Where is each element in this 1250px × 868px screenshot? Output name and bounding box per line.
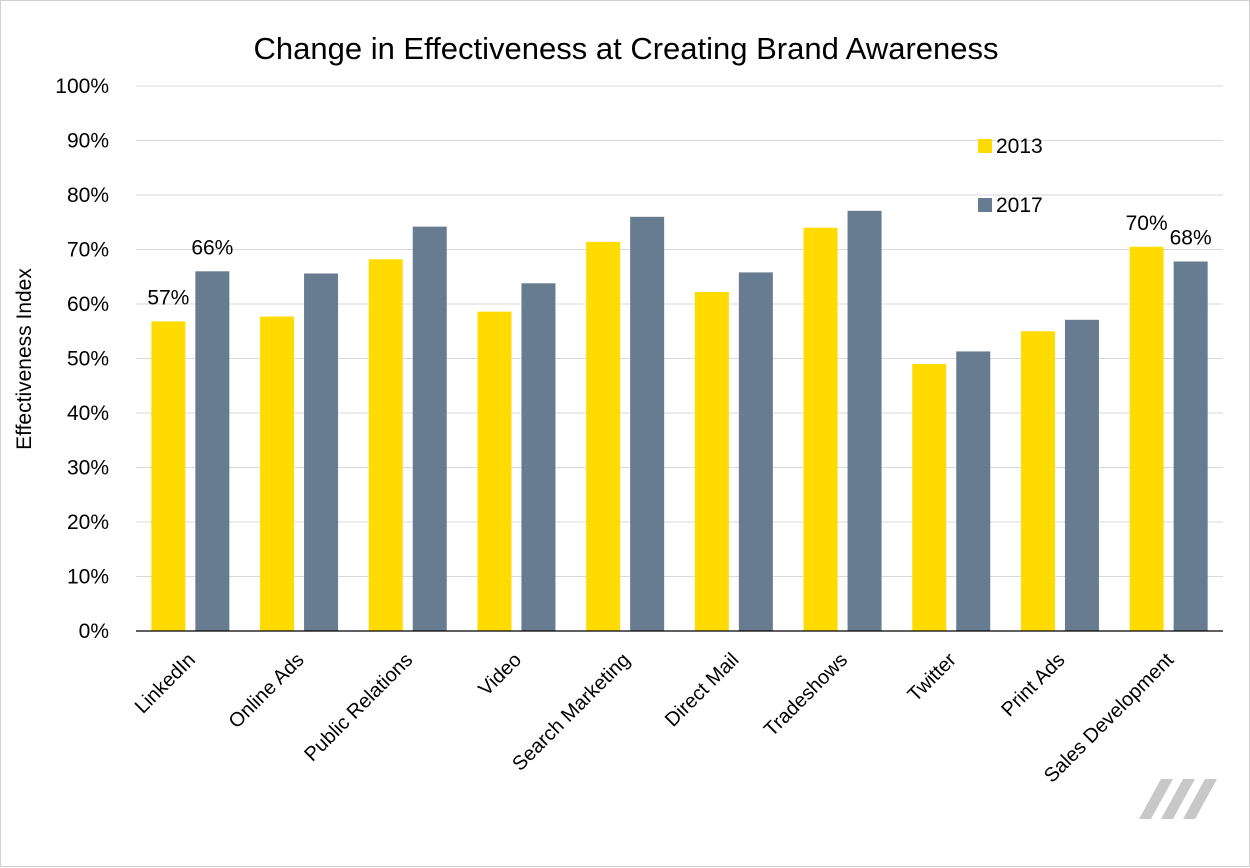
bar-2013-twitter <box>912 363 947 631</box>
legend-swatch-2013 <box>978 139 992 153</box>
bar-2013-online-ads <box>260 316 295 631</box>
x-tick-label: Search Marketing <box>508 649 634 775</box>
data-labels: 57% 66% 70%68% <box>147 212 1211 310</box>
bar-2013-search-marketing <box>586 241 621 631</box>
y-tick-label: 30% <box>67 457 109 480</box>
bar-2013-direct-mail <box>694 292 729 631</box>
y-tick-label: 100% <box>55 75 109 98</box>
x-tick-label: Video <box>475 649 526 700</box>
bar-2017-video <box>521 283 556 631</box>
legend-label-2013: 2013 <box>996 135 1043 158</box>
y-tick-labels: 0% 10% 20% 30% 40% 50% 60% 70% 80% 90% 100% <box>55 75 109 643</box>
x-tick-label: Public Relations <box>300 649 417 766</box>
x-tick-label: LinkedIn <box>131 649 200 718</box>
x-tick-label: Twitter <box>904 649 961 706</box>
data-label: 66% <box>191 236 233 259</box>
chart-title: Change in Effectiveness at Creating Bran… <box>253 31 998 66</box>
x-tick-label: Tradeshows <box>760 649 852 741</box>
bar-2013-video <box>477 311 512 631</box>
y-tick-label: 60% <box>67 293 109 316</box>
y-axis-label: Effectiveness Index <box>13 268 36 450</box>
bar-2017-online-ads <box>304 273 339 631</box>
y-tick-label: 20% <box>67 511 109 534</box>
bar-2017-search-marketing <box>630 216 665 632</box>
bar-2013-public-relations <box>368 259 403 631</box>
legend-swatch-2017 <box>978 198 992 212</box>
data-label: 68% <box>1170 226 1212 249</box>
y-tick-label: 0% <box>79 620 109 643</box>
y-tick-label: 50% <box>67 348 109 371</box>
data-label: 70% <box>1126 212 1168 235</box>
slash-logo-icon <box>1139 779 1217 819</box>
y-tick-label: 80% <box>67 184 109 207</box>
bar-2017-sales-development <box>1173 261 1208 631</box>
gridlines <box>136 85 1223 577</box>
y-tick-label: 40% <box>67 402 109 425</box>
bar-2013-linkedin <box>151 321 186 631</box>
x-tick-label: Online Ads <box>225 649 309 733</box>
bar-2017-tradeshows <box>847 210 882 631</box>
x-tick-label: Print Ads <box>997 649 1069 721</box>
data-label: 57% <box>147 286 189 309</box>
legend-label-2017: 2017 <box>996 194 1043 217</box>
bar-2017-direct-mail <box>738 272 773 631</box>
bar-2017-twitter <box>956 351 991 631</box>
y-tick-label: 70% <box>67 239 109 262</box>
x-tick-label: Direct Mail <box>661 649 743 731</box>
bar-2013-print-ads <box>1020 331 1055 631</box>
y-tick-label: 10% <box>67 566 109 589</box>
bar-2017-print-ads <box>1064 319 1099 631</box>
legend: 2013 2017 <box>978 135 1043 217</box>
bar-2017-linkedin <box>195 271 230 631</box>
bar-2017-public-relations <box>412 226 447 632</box>
bar-2013-sales-development <box>1129 246 1164 631</box>
y-tick-label: 90% <box>67 130 109 153</box>
bar-2013-tradeshows <box>803 227 838 631</box>
bars <box>151 210 1208 632</box>
